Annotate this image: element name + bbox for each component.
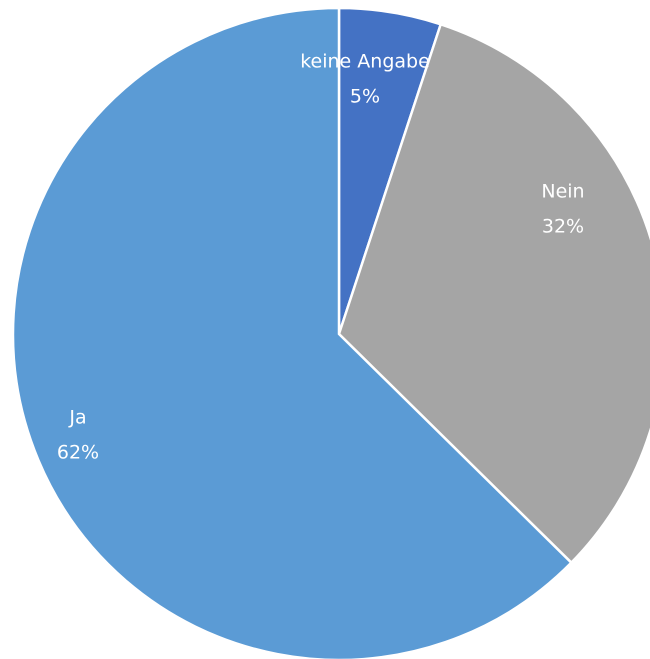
slice-label: Nein [541, 181, 584, 203]
slice-label: keine Angabe [300, 51, 430, 73]
slice-value-label: 5% [350, 86, 380, 108]
pie-slice [337, 22, 650, 565]
slice-label: Ja [68, 407, 86, 429]
slice-value-label: 32% [542, 216, 584, 238]
pie-slice [11, 6, 574, 659]
slice-value-label: 62% [57, 442, 99, 464]
